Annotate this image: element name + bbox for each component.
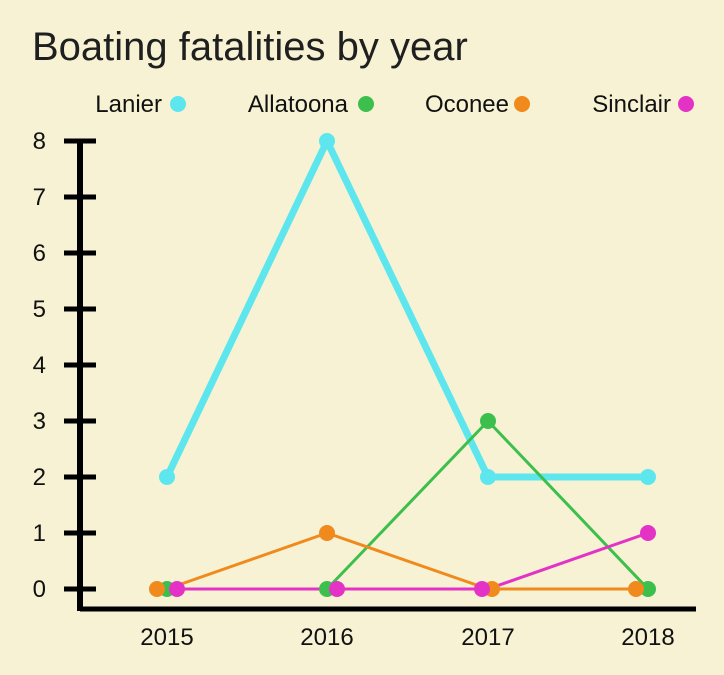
legend-swatch <box>514 96 530 112</box>
data-point-sinclair-2015 <box>169 581 185 597</box>
data-point-lanier-2017 <box>480 469 496 485</box>
legend-swatch <box>358 96 374 112</box>
series-line-lanier <box>163 137 652 481</box>
axes <box>77 139 696 612</box>
legend-item-lanier: Lanier <box>95 91 186 118</box>
x-tick-label: 2015 <box>140 624 193 651</box>
y-tick-label: 1 <box>33 520 46 547</box>
y-tick-label: 7 <box>33 184 46 211</box>
x-axis-ticks: 2015 2016 2017 2018 <box>140 624 674 651</box>
legend-item-allatoona: Allatoona <box>248 91 374 118</box>
legend: Lanier Allatoona Oconee Sinclair <box>95 91 694 118</box>
y-tick-label: 0 <box>33 576 46 603</box>
series-points-sinclair <box>169 525 656 597</box>
data-point-lanier-2015 <box>159 469 175 485</box>
data-point-lanier-2016 <box>319 133 335 149</box>
data-point-sinclair-2016 <box>329 581 345 597</box>
legend-label: Oconee <box>425 91 509 118</box>
legend-item-oconee: Oconee <box>425 91 530 118</box>
legend-label: Allatoona <box>248 91 349 118</box>
series-oconee <box>165 531 650 591</box>
y-tick-label: 6 <box>33 240 46 267</box>
legend-label: Sinclair <box>592 91 671 118</box>
data-point-oconee-2016 <box>319 525 335 541</box>
data-point-allatoona-2017 <box>480 413 496 429</box>
x-tick-label: 2018 <box>621 624 674 651</box>
x-tick-label: 2016 <box>300 624 353 651</box>
series-line-oconee <box>165 531 650 591</box>
y-tick-label: 5 <box>33 296 46 323</box>
legend-swatch <box>170 96 186 112</box>
series-line-sinclair <box>165 531 650 591</box>
legend-label: Lanier <box>95 91 162 118</box>
legend-item-sinclair: Sinclair <box>592 91 694 118</box>
data-point-lanier-2018 <box>640 469 656 485</box>
y-tick-label: 8 <box>33 128 46 155</box>
data-point-oconee-2015 <box>149 581 165 597</box>
series-layer <box>149 133 656 597</box>
data-point-sinclair-2017 <box>474 581 490 597</box>
data-point-allatoona-2018 <box>640 581 656 597</box>
series-points-lanier <box>159 133 656 485</box>
legend-swatch <box>678 96 694 112</box>
series-sinclair <box>165 531 650 591</box>
data-point-sinclair-2018 <box>640 525 656 541</box>
series-lanier <box>163 137 652 481</box>
y-axis-ticks: 0 1 2 3 4 5 6 7 8 <box>33 128 96 603</box>
data-point-oconee-2018 <box>628 581 644 597</box>
y-tick-label: 3 <box>33 408 46 435</box>
y-tick-label: 4 <box>33 352 46 379</box>
y-tick-label: 2 <box>33 464 46 491</box>
x-tick-label: 2017 <box>461 624 514 651</box>
chart-title: Boating fatalities by year <box>32 25 468 69</box>
